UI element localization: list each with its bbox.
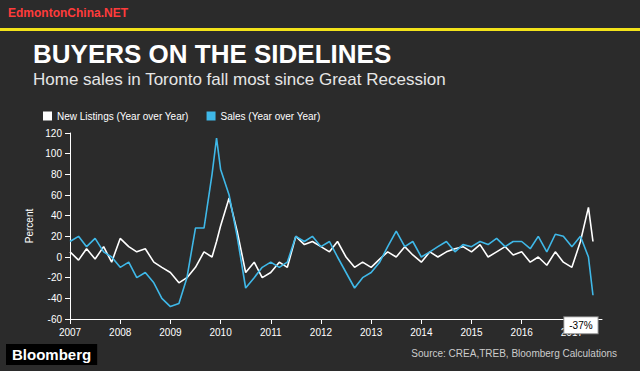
svg-text:2013: 2013	[360, 327, 383, 338]
svg-text:60: 60	[51, 190, 63, 201]
svg-text:2015: 2015	[460, 327, 483, 338]
svg-text:2011: 2011	[260, 327, 282, 338]
svg-text:BUYERS ON THE SIDELINES: BUYERS ON THE SIDELINES	[33, 39, 391, 69]
svg-text:2009: 2009	[159, 327, 182, 338]
svg-text:100: 100	[45, 148, 62, 159]
svg-text:-20: -20	[48, 272, 63, 283]
svg-text:2012: 2012	[310, 327, 333, 338]
svg-text:120: 120	[45, 128, 62, 139]
svg-text:Percent: Percent	[24, 209, 35, 244]
svg-text:2016: 2016	[511, 327, 534, 338]
svg-text:20: 20	[51, 231, 63, 242]
svg-text:80: 80	[51, 169, 63, 180]
svg-text:Home sales in Toronto fall mos: Home sales in Toronto fall most since Gr…	[33, 70, 446, 89]
svg-text:Bloomberg: Bloomberg	[12, 346, 91, 363]
svg-text:40: 40	[51, 210, 63, 221]
svg-text:2008: 2008	[109, 327, 132, 338]
svg-text:-40: -40	[48, 293, 63, 304]
svg-text:Source: CREA,TREB, Bloomberg C: Source: CREA,TREB, Bloomberg Calculation…	[411, 348, 617, 359]
svg-text:0: 0	[56, 252, 62, 263]
svg-text:2007: 2007	[59, 327, 82, 338]
svg-text:2014: 2014	[410, 327, 433, 338]
svg-text:-60: -60	[48, 314, 63, 325]
svg-text:2010: 2010	[209, 327, 232, 338]
svg-text:EdmontonChina.NET: EdmontonChina.NET	[8, 6, 129, 20]
svg-text:New Listings (Year over Year): New Listings (Year over Year)	[57, 111, 188, 122]
svg-text:Sales (Year over Year): Sales (Year over Year)	[221, 111, 321, 122]
svg-text:-37%: -37%	[569, 320, 592, 331]
